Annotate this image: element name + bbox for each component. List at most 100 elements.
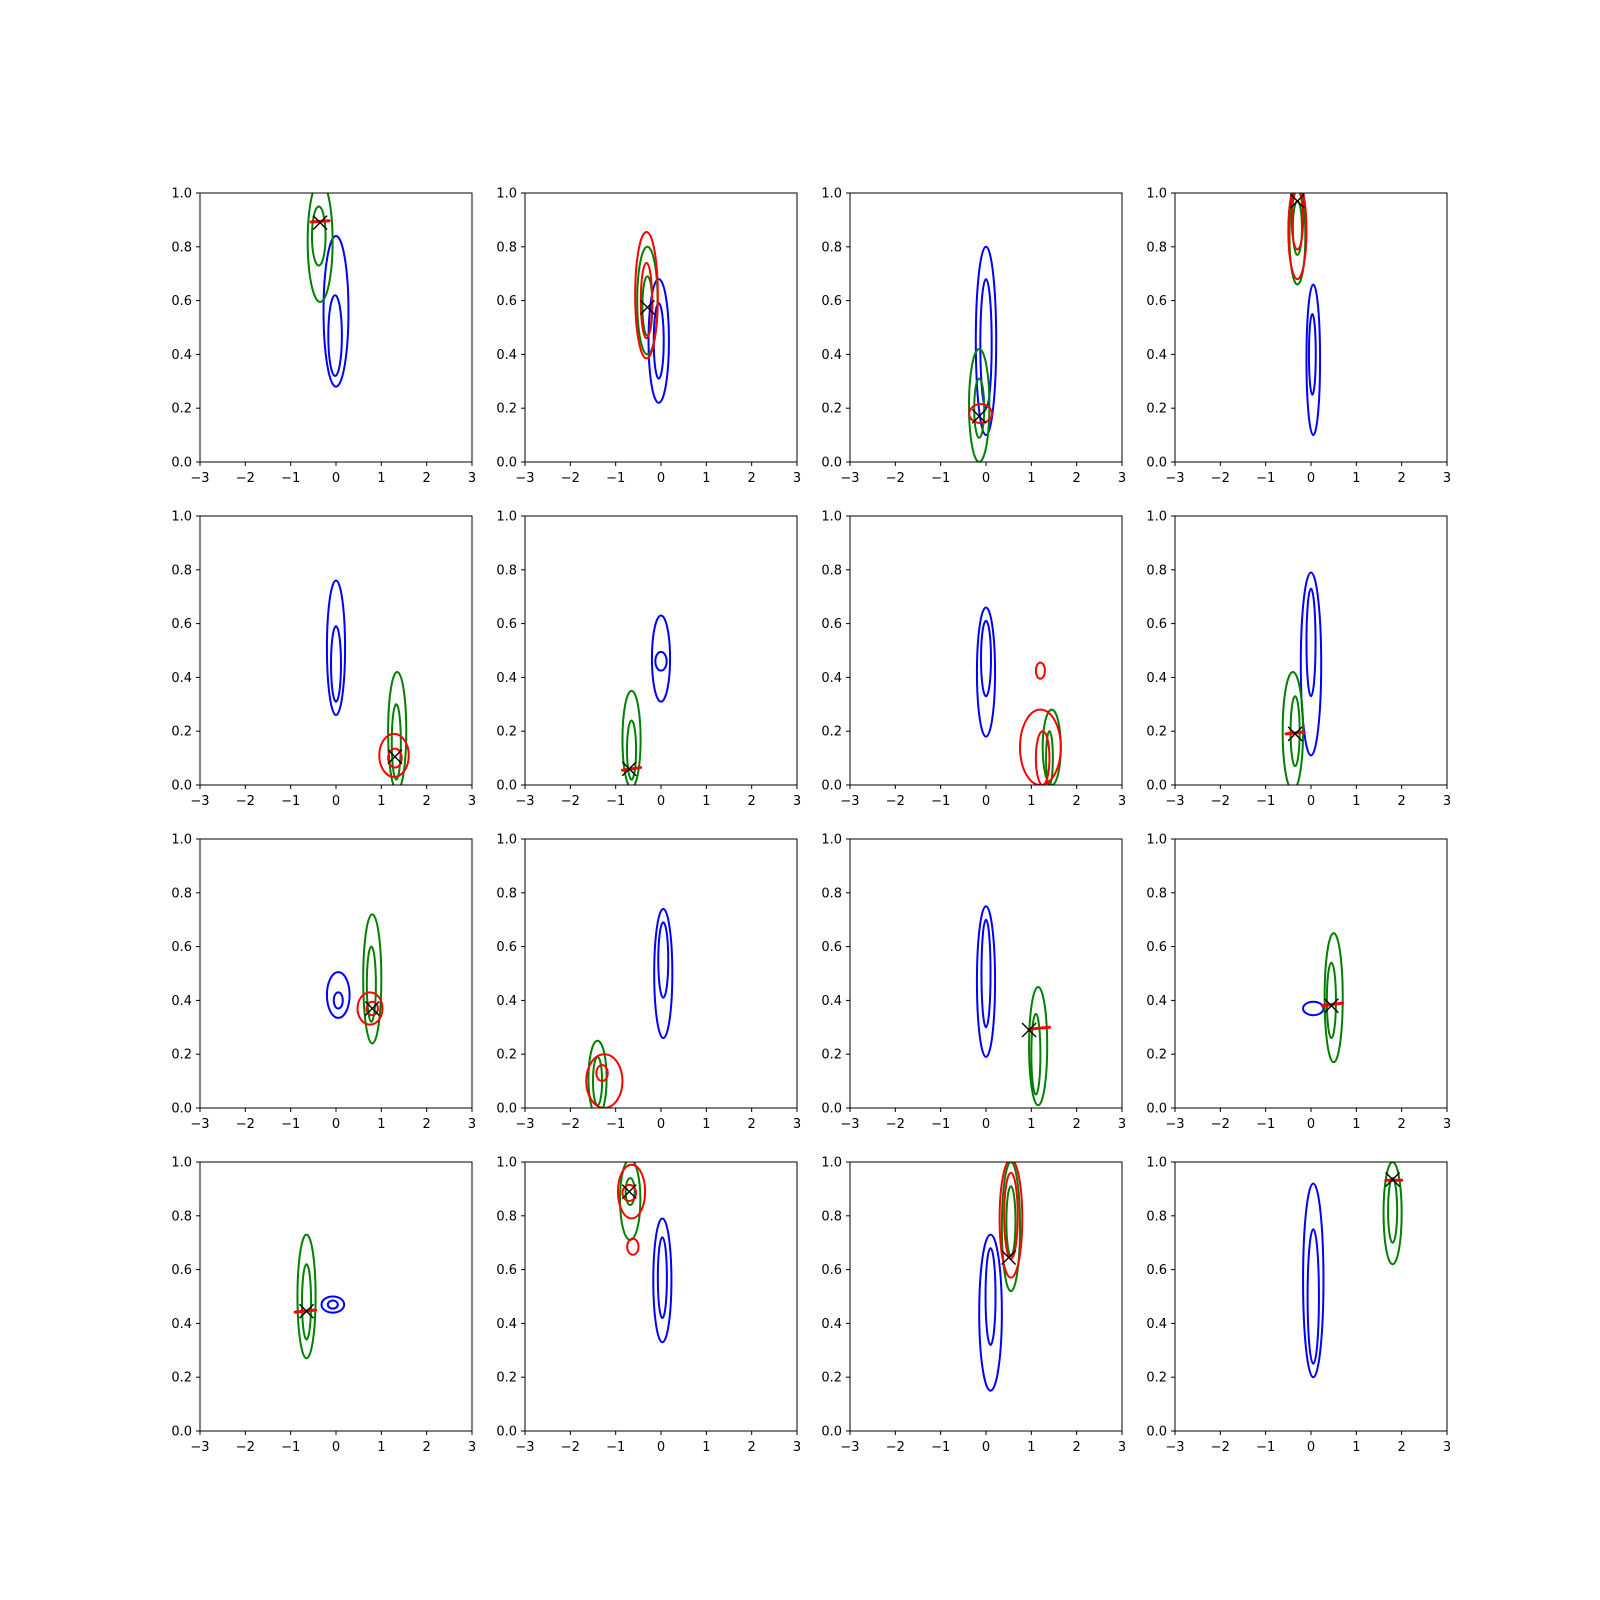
x-marker <box>971 408 987 424</box>
subplot-13: −3 −2 −1 0 1 2 3 0.0 0.2 0.4 0.6 0.8 1.0 <box>171 1156 476 1456</box>
plot-area <box>975 606 1062 785</box>
y-tick-label: 1.0 <box>496 1156 517 1171</box>
y-tick-label: 0.2 <box>496 725 517 740</box>
y-tick-label: 0.2 <box>1146 1048 1167 1063</box>
red-contour-level-3 <box>1034 661 1046 680</box>
y-tick-label: 0.4 <box>1146 1317 1167 1332</box>
y-tick-label: 0.0 <box>496 779 517 794</box>
x-tick-label: −3 <box>190 794 209 809</box>
x-tick-label: 3 <box>793 1117 801 1132</box>
y-tick-label: 0.6 <box>496 617 517 632</box>
x-marker <box>364 1000 380 1016</box>
axes-frame <box>524 1161 798 1432</box>
blue-contour-level-1 <box>1305 283 1322 437</box>
plot-area <box>1281 571 1323 785</box>
y-tick-label: 1.0 <box>821 510 842 525</box>
y-tick-label: 1.0 <box>496 187 517 202</box>
green-contour-level-2 <box>301 1263 313 1341</box>
green-contour-level-1 <box>387 671 408 785</box>
y-tick-label: 1.0 <box>1146 510 1167 525</box>
y-tick-label: 0.4 <box>1146 671 1167 686</box>
green-contour-level-2 <box>1325 961 1337 1040</box>
x-tick-label: −2 <box>886 1440 905 1455</box>
y-tick-label: 0.6 <box>496 940 517 955</box>
x-tick-label: −3 <box>840 1440 859 1455</box>
x-tick-label: −2 <box>886 794 905 809</box>
red-contour-level-1 <box>378 732 410 778</box>
subplot-2: −3 −2 −1 0 1 2 3 0.0 0.2 0.4 0.6 0.8 1.0 <box>496 187 801 487</box>
plot-area <box>616 1162 673 1344</box>
y-tick-label: 0.8 <box>821 240 842 255</box>
axes-frame <box>1174 1161 1448 1432</box>
y-tick-label: 0.6 <box>821 617 842 632</box>
y-tick-label: 0.4 <box>1146 994 1167 1009</box>
green-contour-level-1 <box>1323 932 1344 1064</box>
x-tick-label: −2 <box>561 1117 580 1132</box>
y-tick-label: 0.4 <box>496 671 517 686</box>
y-tick-label: 1.0 <box>171 1156 192 1171</box>
plot-area <box>585 907 674 1108</box>
y-tick-label: 0.0 <box>1146 456 1167 471</box>
plot-area <box>975 905 1051 1107</box>
y-tick-label: 0.8 <box>496 240 517 255</box>
blue-contour-level-2 <box>657 921 670 999</box>
blue-contour-level-1 <box>975 905 997 1058</box>
y-tick-label: 0.0 <box>1146 1425 1167 1440</box>
y-tick-label: 0.8 <box>821 1209 842 1224</box>
green-contour-level-2 <box>310 205 327 267</box>
axes-frame <box>524 192 798 463</box>
blue-contour-level-1 <box>322 235 350 388</box>
x-tick-label: 3 <box>1118 1440 1126 1455</box>
blue-contour-level-1 <box>320 1295 346 1314</box>
y-tick-label: 0.4 <box>1146 348 1167 363</box>
y-tick-label: 0.2 <box>821 1048 842 1063</box>
y-tick-label: 1.0 <box>821 833 842 848</box>
x-tick-label: 1 <box>1352 1440 1360 1455</box>
y-tick-label: 0.0 <box>821 456 842 471</box>
x-tick-label: 2 <box>423 1117 431 1132</box>
green-contour-level-2 <box>1030 1012 1042 1096</box>
x-tick-label: −2 <box>886 471 905 486</box>
blue-contour-level-1 <box>647 278 670 404</box>
x-tick-label: −1 <box>1256 471 1275 486</box>
subplot-8: −3 −2 −1 0 1 2 3 0.0 0.2 0.4 0.6 0.8 1.0 <box>1146 510 1451 810</box>
x-tick-label: −2 <box>561 794 580 809</box>
y-tick-label: 0.0 <box>496 1102 517 1117</box>
blue-contour-level-1 <box>1299 571 1323 757</box>
x-tick-label: 0 <box>1307 1440 1315 1455</box>
x-marker <box>1385 1171 1401 1187</box>
x-tick-label: 3 <box>468 471 476 486</box>
plot-area <box>325 913 384 1045</box>
plot-area <box>1302 932 1345 1064</box>
x-tick-label: −1 <box>606 1117 625 1132</box>
blue-contour-level-1 <box>325 971 351 1019</box>
x-tick-label: 1 <box>377 1117 385 1132</box>
x-tick-label: 3 <box>1443 1440 1451 1455</box>
red-contour-level-1 <box>968 403 993 424</box>
plot-area <box>1302 1162 1404 1379</box>
red-contour-level-2 <box>365 1000 379 1017</box>
x-tick-label: 0 <box>657 794 665 809</box>
x-tick-label: −1 <box>931 471 950 486</box>
x-tick-label: −1 <box>281 471 300 486</box>
red-segment <box>620 766 643 772</box>
blue-contour-level-2 <box>1307 313 1317 396</box>
y-tick-label: 0.8 <box>1146 240 1167 255</box>
x-tick-label: 1 <box>702 471 710 486</box>
green-contour-level-1 <box>621 689 642 785</box>
y-tick-label: 0.0 <box>171 779 192 794</box>
y-tick-label: 0.6 <box>1146 940 1167 955</box>
x-tick-label: −3 <box>840 1117 859 1132</box>
green-contour-level-1 <box>1028 985 1049 1107</box>
axes-frame <box>1174 192 1448 463</box>
red-contour-level-3 <box>626 1237 640 1256</box>
plot-area <box>293 1233 346 1360</box>
blue-contour-level-1 <box>653 907 674 1040</box>
subplot-6: −3 −2 −1 0 1 2 3 0.0 0.2 0.4 0.6 0.8 1.0 <box>496 510 801 810</box>
x-tick-label: 2 <box>1073 794 1081 809</box>
y-tick-label: 0.2 <box>821 725 842 740</box>
x-tick-label: 2 <box>423 1440 431 1455</box>
x-tick-label: −1 <box>931 794 950 809</box>
x-tick-label: 1 <box>1352 1117 1360 1132</box>
